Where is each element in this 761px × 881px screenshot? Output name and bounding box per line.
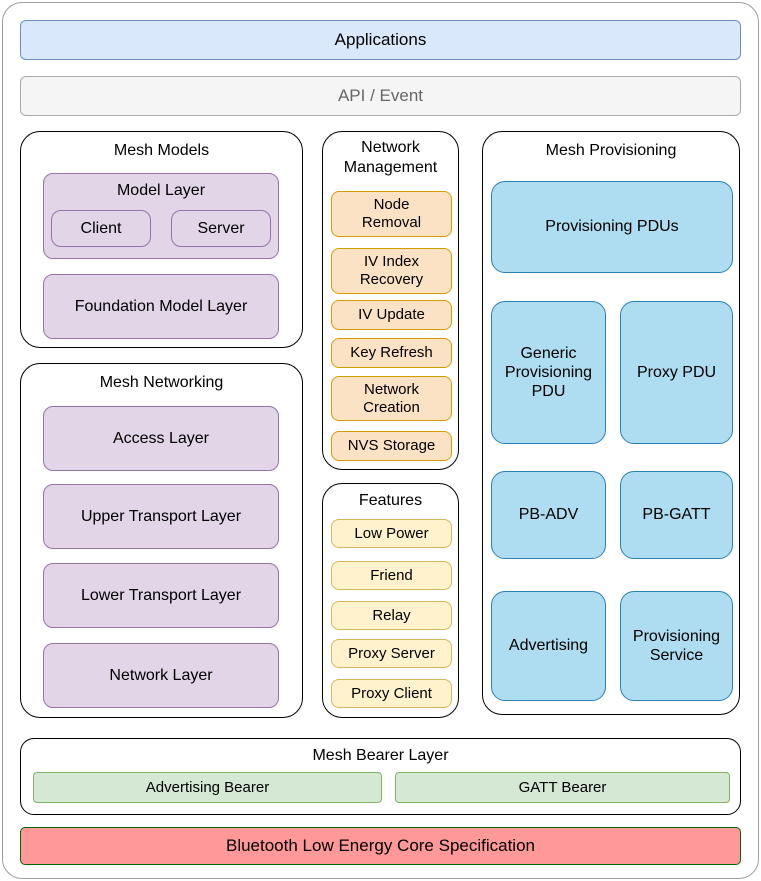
mesh-models-title: Mesh Models — [113, 142, 210, 159]
mesh-networking-title: Mesh Networking — [99, 374, 224, 391]
pb-adv-box: PB-ADV — [491, 471, 606, 559]
network-management-title: Network Management — [343, 139, 438, 176]
mesh-provisioning-title: Mesh Provisioning — [545, 142, 677, 159]
network-creation-box: Network Creation — [331, 376, 452, 421]
gatt-bearer-box: GATT Bearer — [395, 772, 730, 803]
proxy-pdu-box: Proxy PDU — [620, 301, 733, 444]
advertising-box: Advertising — [491, 591, 606, 701]
mesh-provisioning-group: Mesh Provisioning Provisioning PDUs Gene… — [482, 131, 740, 715]
nvs-storage-box: NVS Storage — [331, 431, 452, 461]
mesh-models-group: Mesh Models Model Layer Client Server Fo… — [20, 131, 303, 348]
features-group: Features Low Power Friend Relay Proxy Se… — [322, 483, 459, 718]
relay-box: Relay — [331, 601, 452, 630]
iv-update-box: IV Update — [331, 300, 452, 330]
client-box: Client — [51, 210, 151, 247]
server-box: Server — [171, 210, 271, 247]
api-event-bar: API / Event — [20, 76, 741, 116]
proxy-server-box: Proxy Server — [331, 639, 452, 668]
applications-bar: Applications — [20, 20, 741, 60]
mesh-bearer-layer-title: Mesh Bearer Layer — [312, 747, 449, 764]
friend-box: Friend — [331, 561, 452, 590]
foundation-model-layer-box: Foundation Model Layer — [43, 274, 279, 339]
provisioning-service-box: Provisioning Service — [620, 591, 733, 701]
low-power-box: Low Power — [331, 519, 452, 548]
mesh-networking-group: Mesh Networking Access Layer Upper Trans… — [20, 363, 303, 718]
upper-transport-layer-box: Upper Transport Layer — [43, 484, 279, 549]
lower-transport-layer-box: Lower Transport Layer — [43, 563, 279, 628]
key-refresh-box: Key Refresh — [331, 338, 452, 368]
pb-gatt-box: PB-GATT — [620, 471, 733, 559]
generic-provisioning-pdu-box: Generic Provisioning PDU — [491, 301, 606, 444]
network-management-group: Network Management Node Removal IV Index… — [322, 131, 459, 470]
ble-core-specification-bar: Bluetooth Low Energy Core Specification — [20, 827, 741, 865]
model-layer-title: Model Layer — [116, 182, 206, 199]
network-layer-box: Network Layer — [43, 643, 279, 708]
node-removal-box: Node Removal — [331, 191, 452, 237]
proxy-client-box: Proxy Client — [331, 679, 452, 708]
advertising-bearer-box: Advertising Bearer — [33, 772, 382, 803]
iv-index-recovery-box: IV Index Recovery — [331, 248, 452, 294]
access-layer-box: Access Layer — [43, 406, 279, 471]
mesh-bearer-layer-group: Mesh Bearer Layer Advertising Bearer GAT… — [20, 738, 741, 815]
provisioning-pdus-box: Provisioning PDUs — [491, 181, 733, 273]
features-title: Features — [358, 492, 423, 509]
